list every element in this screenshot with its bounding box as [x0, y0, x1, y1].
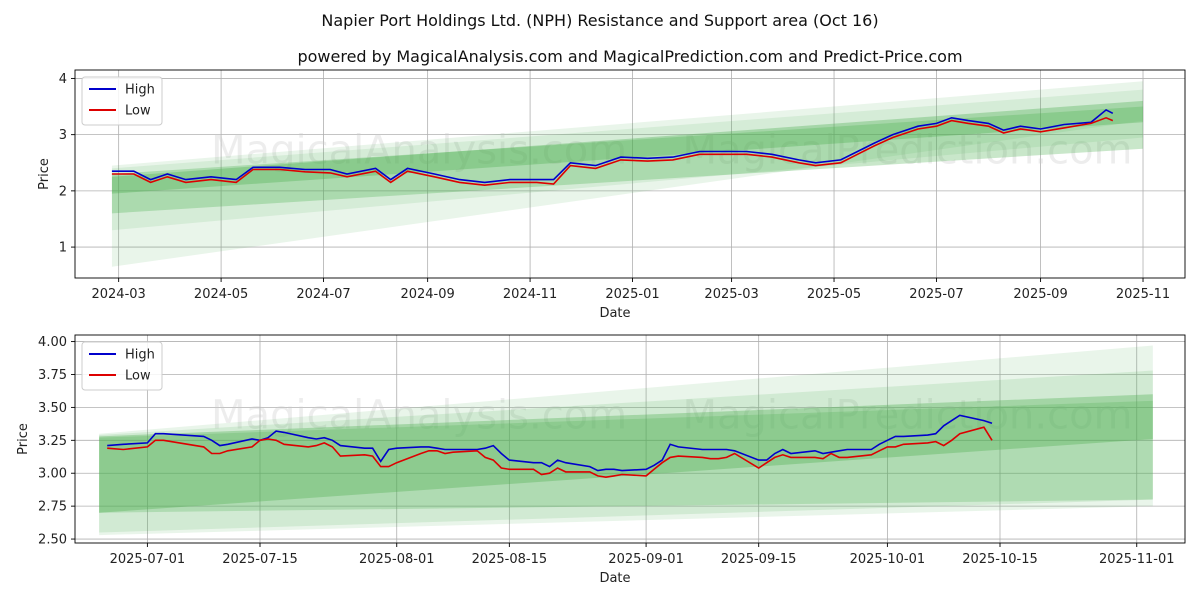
- support-resistance-band: [99, 345, 1153, 536]
- y-tick-label: 1: [59, 241, 67, 256]
- x-tick-label: 2024-11: [503, 287, 557, 302]
- x-tick-label: 2025-01: [605, 287, 659, 302]
- series-line-low: [107, 426, 993, 479]
- plot-frame: [74, 334, 1186, 544]
- support-resistance-band: [111, 100, 1144, 194]
- x-tick-label: 2025-11: [1116, 287, 1170, 302]
- y-tick-label: 4.00: [38, 335, 67, 350]
- watermark-text: MagicalPrediction.com: [683, 393, 1133, 439]
- x-tick-label: 2024-05: [194, 287, 248, 302]
- watermark-text: MagicalPrediction.com: [683, 128, 1133, 174]
- legend-label-high: High: [125, 83, 155, 98]
- y-tick-label: 3: [59, 128, 67, 143]
- y-tick-label: 3.00: [38, 467, 67, 482]
- top-plot: MagicalAnalysis.com MagicalPrediction.com…: [37, 69, 1186, 321]
- legend-label-low: Low: [125, 369, 151, 384]
- series-line-high: [111, 108, 1114, 184]
- x-tick-label: 2025-09-01: [608, 552, 684, 567]
- x-tick-label: 2024-09: [400, 287, 454, 302]
- x-axis-label: Date: [599, 571, 630, 586]
- y-tick-label: 3.50: [38, 401, 67, 416]
- legend-label-low: Low: [125, 104, 151, 119]
- support-resistance-band: [99, 400, 1153, 513]
- x-tick-label: 2025-09: [1013, 287, 1067, 302]
- y-axis-label: Price: [16, 423, 31, 455]
- y-tick-label: 2: [59, 184, 67, 199]
- chart-subtitle: powered by MagicalAnalysis.com and Magic…: [297, 47, 962, 66]
- x-tick-label: 2025-07-01: [110, 552, 186, 567]
- x-tick-label: 2025-08-15: [472, 552, 548, 567]
- x-tick-label: 2025-07: [909, 287, 963, 302]
- y-tick-label: 3.75: [38, 368, 67, 383]
- support-resistance-band: [99, 394, 1153, 513]
- support-resistance-band: [111, 81, 1144, 267]
- x-tick-label: 2025-09-15: [721, 552, 797, 567]
- y-tick-label: 3.25: [38, 434, 67, 449]
- x-tick-label: 2025-07-15: [222, 552, 298, 567]
- legend-label-high: High: [125, 348, 155, 363]
- x-tick-label: 2025-03: [704, 287, 758, 302]
- x-axis-label: Date: [599, 306, 630, 321]
- x-tick-label: 2025-05: [807, 287, 861, 302]
- bottom-plot: MagicalAnalysis.com MagicalPrediction.com…: [16, 334, 1186, 586]
- support-resistance-band: [99, 370, 1153, 533]
- x-tick-label: 2025-11-01: [1099, 552, 1175, 567]
- y-axis-label: Price: [37, 158, 52, 190]
- x-tick-label: 2025-08-01: [359, 552, 435, 567]
- x-tick-label: 2025-10-01: [850, 552, 926, 567]
- y-tick-label: 2.75: [38, 500, 67, 515]
- watermark-text: MagicalAnalysis.com: [211, 393, 627, 439]
- x-tick-label: 2025-10-15: [962, 552, 1038, 567]
- chart-title: Napier Port Holdings Ltd. (NPH) Resistan…: [321, 11, 878, 30]
- series-line-high: [107, 414, 993, 472]
- series-line-low: [111, 116, 1114, 187]
- watermark-text: MagicalAnalysis.com: [211, 128, 627, 174]
- plot-frame: [74, 69, 1186, 279]
- x-tick-label: 2024-03: [91, 287, 145, 302]
- x-tick-label: 2024-07: [296, 287, 350, 302]
- y-tick-label: 4: [59, 72, 67, 87]
- y-tick-label: 2.50: [38, 533, 67, 548]
